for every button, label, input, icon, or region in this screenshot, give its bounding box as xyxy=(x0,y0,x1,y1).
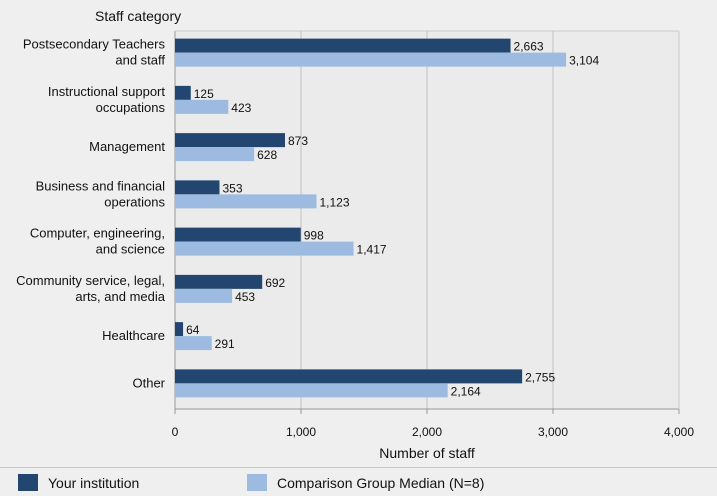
data-label: 291 xyxy=(215,337,235,351)
data-label: 2,663 xyxy=(514,40,544,54)
category-label: arts, and media xyxy=(75,289,165,304)
legend: Your institution Comparison Group Median… xyxy=(0,467,717,496)
category-label: and science xyxy=(96,242,165,257)
category-label: Postsecondary Teachers xyxy=(23,37,166,52)
legend-label-your-institution: Your institution xyxy=(48,474,140,491)
legend-item-your-institution: Your institution xyxy=(18,474,139,491)
bar-your-institution xyxy=(175,274,263,289)
bar-comparison-group xyxy=(175,336,212,351)
data-label: 64 xyxy=(186,323,200,337)
data-label: 453 xyxy=(235,290,255,304)
x-axis-title: Number of staff xyxy=(379,445,475,461)
category-label: Computer, engineering, xyxy=(30,226,165,241)
data-label: 125 xyxy=(194,87,214,101)
category-label: Community service, legal, xyxy=(16,273,165,288)
bar-comparison-group xyxy=(175,99,229,114)
bar-comparison-group xyxy=(175,288,233,303)
category-label: operations xyxy=(104,194,165,209)
category-label: Instructional support xyxy=(48,84,165,99)
x-tick-label: 3,000 xyxy=(538,425,568,439)
data-label: 1,123 xyxy=(319,195,349,209)
category-label: Healthcare xyxy=(102,328,165,343)
category-label: Business and financial xyxy=(36,178,165,193)
data-label: 2,755 xyxy=(525,370,555,384)
x-tick-label: 0 xyxy=(172,425,179,439)
bar-comparison-group xyxy=(175,147,255,162)
legend-label-comparison-group: Comparison Group Median (N=8) xyxy=(277,474,485,491)
bar-your-institution xyxy=(175,133,285,148)
bar-comparison-group xyxy=(175,194,317,209)
x-tick-label: 1,000 xyxy=(286,425,316,439)
category-label: Management xyxy=(89,139,165,154)
data-label: 628 xyxy=(257,148,277,162)
x-tick-label: 4,000 xyxy=(664,425,694,439)
data-label: 2,164 xyxy=(451,384,481,398)
category-label: and staff xyxy=(115,53,165,68)
data-label: 873 xyxy=(288,134,308,148)
data-label: 423 xyxy=(231,101,251,115)
bar-your-institution xyxy=(175,322,184,337)
legend-item-comparison-group: Comparison Group Median (N=8) xyxy=(247,474,484,491)
bar-your-institution xyxy=(175,38,511,53)
bar-your-institution xyxy=(175,369,523,384)
category-label: Other xyxy=(132,375,165,390)
legend-swatch-your-institution xyxy=(18,474,38,491)
category-label: occupations xyxy=(96,100,166,115)
x-tick-label: 2,000 xyxy=(412,425,442,439)
bar-chart: 0 1,000 2,000 3,000 4,000 Staff category Numbe… xyxy=(16,8,694,461)
bar-your-institution xyxy=(175,180,220,195)
data-label: 998 xyxy=(304,229,324,243)
data-label: 692 xyxy=(265,276,285,290)
data-label: 353 xyxy=(222,181,242,195)
legend-swatch-comparison-group xyxy=(247,474,267,491)
bar-your-institution xyxy=(175,227,301,242)
data-label: 3,104 xyxy=(569,54,599,68)
data-label: 1,417 xyxy=(357,243,387,257)
bar-comparison-group xyxy=(175,52,567,67)
bar-your-institution xyxy=(175,85,191,100)
bar-comparison-group xyxy=(175,241,354,256)
y-axis-title: Staff category xyxy=(95,8,181,24)
bar-comparison-group xyxy=(175,383,448,398)
